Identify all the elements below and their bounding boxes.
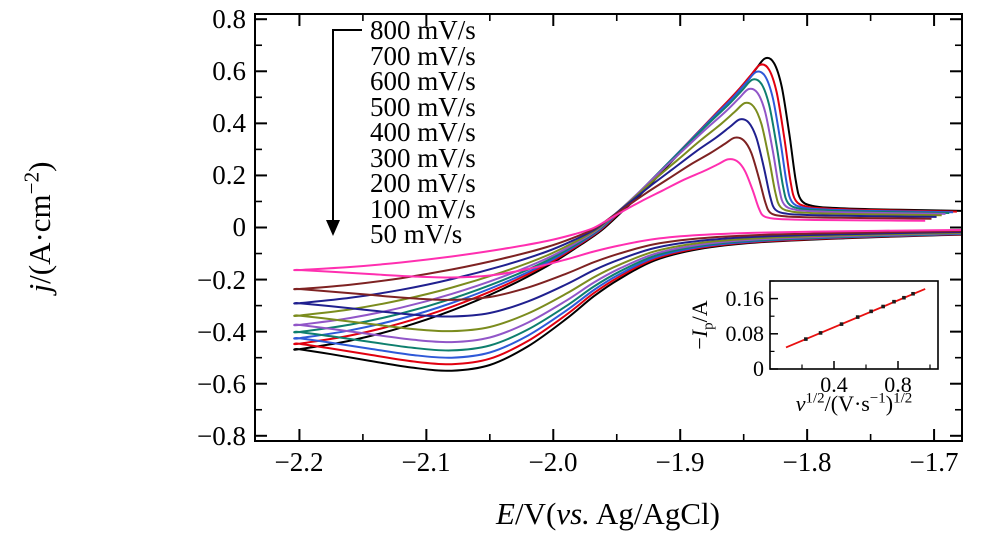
y-tick-label: −0.8: [197, 421, 246, 451]
y-tick-label: 0.6: [212, 56, 246, 86]
legend-item: 300 mV/s: [370, 143, 476, 173]
scan-rate-arrow: [332, 29, 362, 222]
y-axis-units-close: ): [22, 161, 57, 172]
inset-y-tick-label: 0: [753, 356, 764, 381]
x-tick-label: −1.8: [782, 447, 832, 477]
x-tick-label: −2.1: [401, 447, 451, 477]
inset-x-sup3: 1/2: [893, 390, 913, 407]
legend-item: 100 mV/s: [370, 194, 476, 224]
inset-x-tick-label: 0.8: [884, 372, 912, 397]
inset-x-axis-label: v1/2/(V·s−1)1/2: [734, 390, 974, 416]
y-tick-label: −0.4: [197, 317, 246, 347]
inset-data-point: [804, 337, 808, 341]
legend-item: 50 mV/s: [370, 219, 463, 249]
y-tick-label: 0.2: [212, 160, 246, 190]
inset-data-point: [892, 299, 896, 304]
inset-x-symbol: v: [795, 391, 806, 416]
inset-x-units: /(V·s: [824, 391, 870, 416]
inset-y-tick-label: 0.08: [725, 321, 765, 346]
cv-curve-100: [293, 136, 961, 301]
x-axis-vs: vs.: [556, 496, 590, 531]
inset-data-point: [911, 291, 915, 296]
inset-fit-line: [785, 288, 926, 349]
inset-data-point: [839, 322, 844, 326]
y-axis-label: j/(A·cm−2): [19, 127, 57, 327]
inset-data-point: [818, 331, 823, 335]
inset-x-sup2: −1: [869, 390, 886, 407]
legend-item: 500 mV/s: [370, 92, 476, 122]
x-axis-reference: Ag/AgCl): [589, 496, 720, 531]
scan-rate-arrowhead-icon: [326, 220, 340, 236]
legend-item: 700 mV/s: [370, 41, 476, 71]
inset-frame: [769, 280, 939, 370]
y-tick-label: −0.6: [197, 369, 246, 399]
x-tick-label: −1.7: [909, 447, 959, 477]
inset-data-point: [869, 309, 873, 314]
cv-curve-200: [293, 118, 961, 318]
y-axis-symbol: j: [22, 283, 57, 293]
x-tick-label: −2.0: [528, 447, 578, 477]
inset-y-subscript: p: [700, 322, 717, 330]
x-axis-units: /V(: [514, 496, 557, 531]
inset-x-tick-label: 0.4: [820, 372, 848, 397]
inset-y-minus: −: [687, 337, 712, 350]
cv-curve-300: [293, 101, 961, 333]
inset-y-tick-label: 0.16: [725, 286, 765, 311]
inset-data-point: [902, 295, 906, 300]
legend-item: 600 mV/s: [370, 66, 476, 96]
inset-x-close: ): [885, 391, 894, 416]
inset-y-axis-label: −Ip/A: [687, 265, 716, 385]
cv-curve-600: [293, 70, 961, 359]
y-axis-exponent: −2: [19, 171, 44, 195]
x-axis-symbol: E: [496, 496, 515, 531]
y-axis-units: /(A·cm: [22, 194, 57, 284]
x-tick-label: −1.9: [655, 447, 705, 477]
y-tick-label: −0.2: [197, 265, 246, 295]
x-tick-label: −2.2: [274, 447, 324, 477]
y-tick-label: 0: [232, 212, 247, 242]
inset-x-sup1: 1/2: [805, 390, 825, 407]
cv-curve-50: [293, 158, 961, 279]
inset-y-symbol: I: [687, 329, 712, 338]
x-axis-label: E/V(vs. Ag/AgCl): [408, 496, 808, 532]
legend-item: 200 mV/s: [370, 168, 476, 198]
cv-curve-500: [293, 78, 961, 352]
y-tick-label: 0.8: [212, 4, 246, 34]
cv-curve-700: [293, 63, 961, 366]
legend-item: 400 mV/s: [370, 117, 476, 147]
legend-item: 800 mV/s: [370, 15, 476, 45]
cv-curve-800: [293, 56, 961, 372]
inset-y-units: /A: [687, 300, 712, 323]
inset-data-point: [855, 315, 860, 319]
inset-data-point: [881, 304, 885, 309]
y-tick-label: 0.4: [212, 108, 246, 138]
